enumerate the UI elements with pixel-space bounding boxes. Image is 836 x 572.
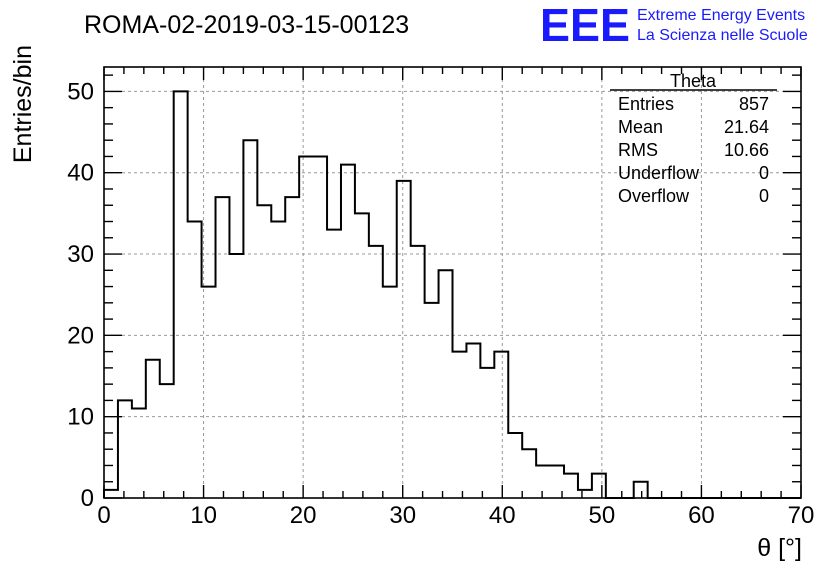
x-tick-label: 40	[489, 502, 516, 529]
brand-line-2: La Scienza nelle Scuole	[637, 27, 808, 44]
x-tick-label: 30	[389, 502, 416, 529]
y-tick-label: 0	[81, 485, 94, 512]
x-tick-label: 10	[190, 502, 217, 529]
stats-box: Theta Entries 857 Mean 21.64 RMS 10.66 U…	[610, 71, 777, 206]
run-label: ROMA-02-2019-03-15-00123	[84, 11, 409, 39]
plot-frame	[103, 66, 802, 499]
stats-underflow-label: Underflow	[618, 163, 700, 183]
x-tick-label: 0	[97, 502, 110, 529]
stats-title: Theta	[670, 71, 717, 91]
tick-labels: 0 10 20 30 40 50 60 70 0 10 20 30 40 50	[67, 78, 814, 529]
stats-entries-label: Entries	[618, 94, 674, 114]
stats-mean-value: 21.64	[724, 117, 769, 137]
y-tick-label: 50	[67, 78, 94, 105]
histogram-outline	[103, 90, 801, 499]
y-tick-label: 30	[67, 241, 94, 268]
x-tick-label: 20	[290, 502, 317, 529]
stats-overflow-label: Overflow	[618, 186, 690, 206]
y-axis-label: Entries/bin	[9, 45, 37, 163]
eee-logo: EEE	[540, 0, 630, 51]
brand-line-1: Extreme Energy Events	[637, 7, 805, 24]
stats-rms-label: RMS	[618, 140, 658, 160]
x-tick-label: 50	[589, 502, 616, 529]
x-tick-label: 60	[688, 502, 715, 529]
x-axis-label: θ [°]	[757, 534, 802, 562]
stats-mean-label: Mean	[618, 117, 663, 137]
stats-underflow-value: 0	[759, 163, 769, 183]
y-tick-label: 20	[67, 322, 94, 349]
x-tick-label: 70	[788, 502, 815, 529]
stats-rms-value: 10.66	[724, 140, 769, 160]
y-tick-label: 40	[67, 160, 94, 187]
y-tick-label: 10	[67, 404, 94, 431]
stats-entries-value: 857	[739, 94, 769, 114]
stats-overflow-value: 0	[759, 186, 769, 206]
